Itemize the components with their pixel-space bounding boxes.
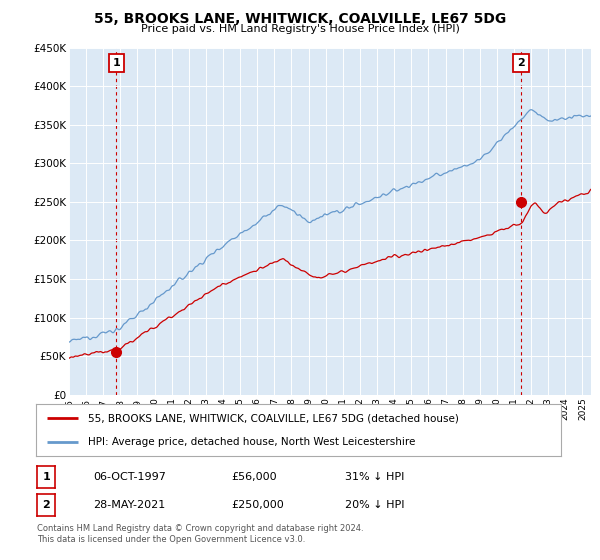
Text: £250,000: £250,000: [231, 500, 284, 510]
Text: 1: 1: [113, 58, 120, 68]
Text: 06-OCT-1997: 06-OCT-1997: [93, 472, 166, 482]
Text: 20% ↓ HPI: 20% ↓ HPI: [345, 500, 404, 510]
Text: £56,000: £56,000: [231, 472, 277, 482]
Text: Contains HM Land Registry data © Crown copyright and database right 2024.
This d: Contains HM Land Registry data © Crown c…: [37, 524, 364, 544]
Text: 31% ↓ HPI: 31% ↓ HPI: [345, 472, 404, 482]
Text: 55, BROOKS LANE, WHITWICK, COALVILLE, LE67 5DG: 55, BROOKS LANE, WHITWICK, COALVILLE, LE…: [94, 12, 506, 26]
Text: 55, BROOKS LANE, WHITWICK, COALVILLE, LE67 5DG (detached house): 55, BROOKS LANE, WHITWICK, COALVILLE, LE…: [89, 413, 460, 423]
Text: 28-MAY-2021: 28-MAY-2021: [93, 500, 165, 510]
Text: 2: 2: [517, 58, 525, 68]
Text: HPI: Average price, detached house, North West Leicestershire: HPI: Average price, detached house, Nort…: [89, 437, 416, 447]
Text: 1: 1: [43, 472, 50, 482]
Text: 2: 2: [43, 500, 50, 510]
Text: Price paid vs. HM Land Registry's House Price Index (HPI): Price paid vs. HM Land Registry's House …: [140, 24, 460, 34]
